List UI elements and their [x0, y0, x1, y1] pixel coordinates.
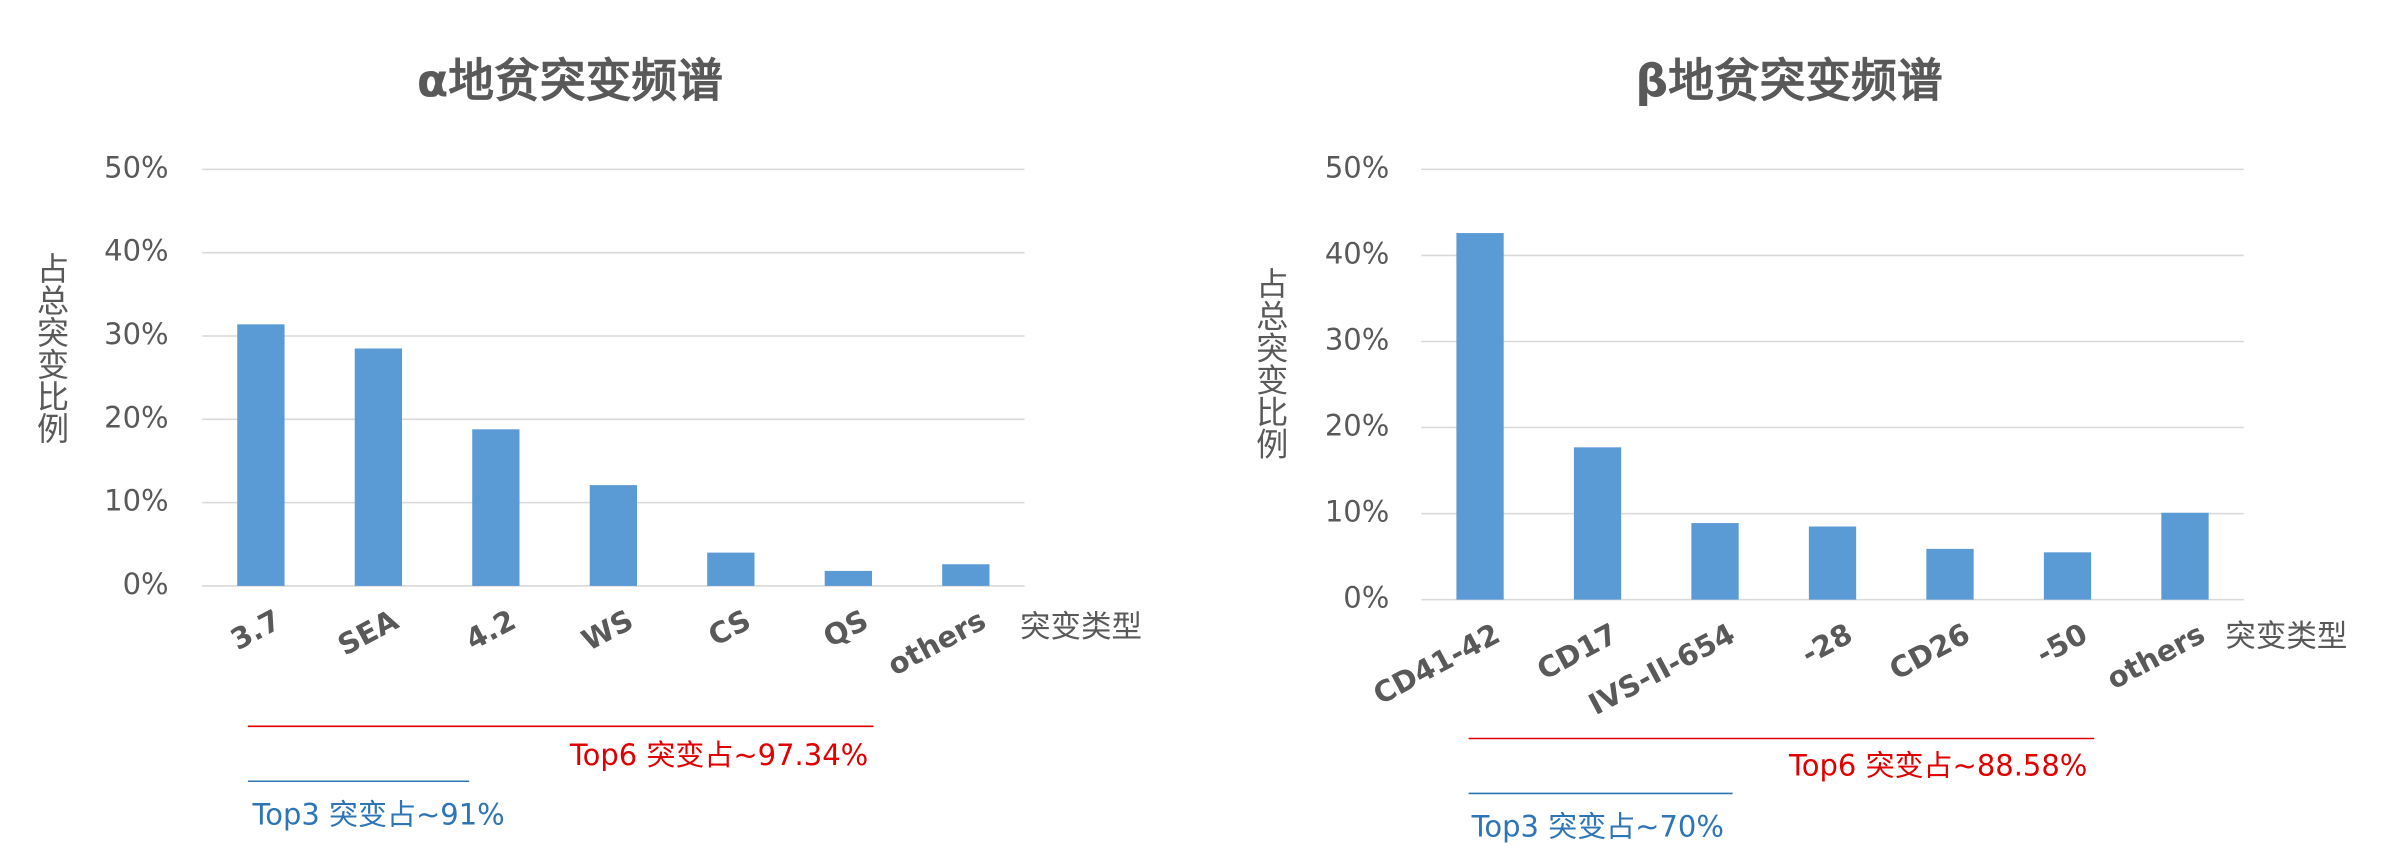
bar: [354, 348, 403, 586]
y-tick-label: 10%: [104, 484, 168, 518]
bar: [707, 552, 755, 586]
bar: [942, 564, 990, 586]
bar: [589, 485, 638, 586]
x-tick-label: CD26: [1884, 616, 1976, 686]
y-tick-label: 0%: [123, 567, 169, 601]
bar: [1456, 233, 1504, 600]
y-axis-title: 占总突变比例: [32, 252, 70, 444]
chart-title: α地贫突变频谱: [417, 54, 723, 107]
x-tick-label: QS: [818, 603, 874, 654]
x-tick-label: SEA: [332, 602, 404, 662]
x-axis-title: 突变类型: [1020, 610, 1142, 645]
y-tick-label: 30%: [104, 317, 168, 351]
x-tick-label: 3.7: [225, 603, 286, 657]
x-tick-label: CS: [703, 603, 757, 653]
y-tick-label: 10%: [1325, 495, 1389, 529]
y-tick-label: 40%: [104, 234, 168, 268]
x-tick-label: WS: [576, 603, 639, 658]
y-tick-label: 20%: [1325, 409, 1389, 443]
bar: [2043, 552, 2092, 600]
y-tick-label: 0%: [1343, 581, 1389, 615]
bar: [1808, 526, 1857, 600]
x-tick-label: CD41-42: [1368, 616, 1506, 711]
y-tick-label: 50%: [1325, 150, 1389, 184]
x-tick-label: others: [882, 603, 991, 683]
y-tick-label: 40%: [1325, 236, 1389, 270]
bar: [824, 570, 872, 586]
annotation: Top6 突变占~97.34%: [569, 738, 868, 772]
y-tick-label: 20%: [104, 400, 168, 434]
chart-title: β地贫突变频谱: [1635, 54, 1942, 107]
bar: [1573, 447, 1622, 600]
bar: [472, 429, 520, 586]
annotation: Top3 突变占~91%: [252, 797, 505, 831]
x-tick-label: 4.2: [460, 603, 521, 657]
x-tick-label: -50: [2031, 616, 2093, 671]
annotation: Top6 突变占~88.58%: [1788, 749, 2087, 783]
x-tick-label: CD17: [1531, 616, 1623, 686]
y-tick-label: 50%: [104, 150, 168, 184]
x-axis-title: 突变类型: [2225, 619, 2347, 654]
annotation: Top3 突变占~70%: [1471, 810, 1724, 844]
bar: [1691, 523, 1739, 600]
bar: [1926, 548, 1974, 600]
bar: [237, 324, 285, 586]
y-axis-title: 占总突变比例: [1251, 267, 1289, 459]
y-tick-label: 30%: [1325, 322, 1389, 356]
bar: [2161, 512, 2209, 600]
x-tick-label: -28: [1796, 616, 1858, 671]
x-tick-label: others: [2101, 616, 2210, 696]
